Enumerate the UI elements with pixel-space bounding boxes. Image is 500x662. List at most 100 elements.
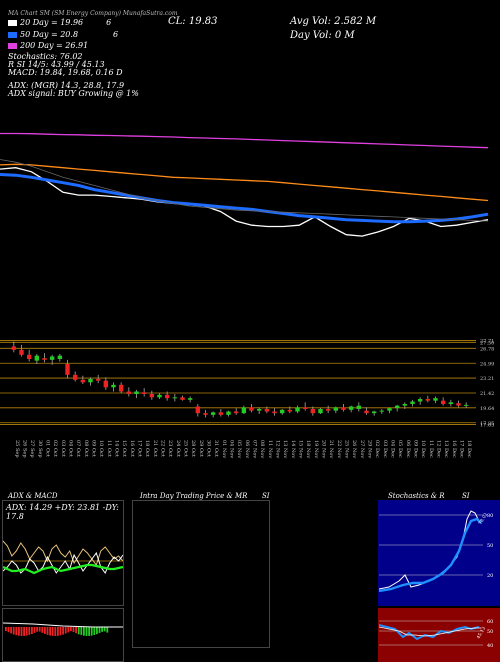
stoch-panel: 80 50 20 78.02 — [378, 500, 500, 606]
date-tick-label: 06 Dec — [405, 440, 411, 458]
stoch-level-label: 80 — [487, 513, 493, 519]
ma20-label: 20 Day = 19.96 — [20, 18, 84, 27]
price-level-label: 19.64 — [480, 406, 494, 412]
ma-extra-line — [0, 159, 489, 222]
date-tick-label: 17 Dec — [459, 440, 465, 458]
adx-main-line — [3, 563, 123, 575]
macd-histogram-bar — [62, 627, 64, 635]
date-tick-label: 22 Oct — [160, 440, 166, 457]
candle-body — [448, 402, 454, 404]
macd-histogram-bar — [49, 627, 51, 636]
adx-panel-values: ADX: 14.29 +DY: 23.81 -DY: 17.8 — [6, 503, 119, 521]
rsi-signal-line — [379, 626, 481, 637]
candle-body — [387, 408, 392, 411]
candle-body — [88, 379, 93, 383]
date-tick-label: 10 Oct — [98, 440, 104, 457]
date-tick-label: 09 Dec — [413, 440, 419, 458]
date-tick-label: 30 Oct — [206, 440, 212, 457]
candle-body — [218, 412, 224, 415]
macd-histogram-bar — [80, 627, 83, 636]
candle-body — [19, 349, 24, 355]
stoch-d-line — [379, 517, 482, 593]
candle-body — [118, 384, 124, 392]
macd-histogram-bar — [36, 627, 38, 632]
date-tick-label: 20 Nov — [321, 440, 327, 458]
date-tick-label: 05 Dec — [397, 440, 403, 458]
candle-body — [341, 407, 346, 410]
date-tick-label: 11 Nov — [267, 440, 273, 458]
candle-body — [49, 356, 55, 360]
date-tick-label: 17 Oct — [137, 440, 143, 457]
candle-body — [11, 346, 17, 350]
rsi-plot: 60 50 40 45.13 — [379, 619, 493, 649]
stochastics-value: Stochastics: 76.02 — [8, 52, 83, 61]
rsi-level-label: 50 — [487, 629, 493, 635]
date-tick-label: 13 Nov — [282, 440, 288, 458]
stoch-plot: 80 50 20 78.02 — [379, 510, 493, 593]
ma50-swatch — [8, 31, 17, 38]
ma200-swatch — [8, 42, 17, 49]
candle-body — [203, 413, 208, 415]
date-tick-label: 06 Nov — [244, 440, 250, 458]
adx-signal: ADX signal: BUY Growing @ 1% — [8, 89, 139, 98]
candle-body — [187, 398, 193, 400]
ma-series-line — [0, 163, 489, 202]
date-tick-label: 29 Nov — [367, 440, 373, 458]
candle-body — [57, 355, 63, 359]
candle-body — [141, 392, 147, 394]
date-tick-label: 23 Oct — [167, 440, 173, 457]
close-price: CL: 19.83 — [168, 16, 218, 27]
date-tick-label: 14 Nov — [290, 440, 296, 458]
macd-histogram-bar — [88, 627, 90, 636]
date-tick-label: 12 Nov — [275, 440, 281, 458]
macd-histogram-bar — [93, 627, 96, 635]
date-tick-label: 02 Oct — [52, 440, 58, 457]
candle-body — [456, 403, 461, 406]
macd-plot — [3, 622, 123, 636]
candle-body — [42, 358, 47, 360]
macd-histogram-bar — [12, 627, 15, 635]
candle-body — [210, 412, 216, 415]
macd-histogram-bar — [75, 627, 77, 634]
macd-histogram-bar — [38, 627, 41, 632]
adx-plot — [3, 540, 123, 575]
candle-body — [463, 404, 469, 406]
macd-histogram-bar — [46, 627, 49, 635]
intraday-panel — [132, 500, 270, 648]
date-tick-label: 15 Nov — [298, 440, 304, 458]
candle-body — [287, 409, 293, 412]
candle-body — [348, 406, 354, 410]
candle-body — [295, 407, 300, 412]
date-tick-label: 11 Oct — [106, 440, 112, 457]
macd-histogram-bar — [5, 627, 7, 631]
intra-panel-si: SI — [262, 492, 270, 500]
date-tick-label: 01 Nov — [221, 440, 227, 458]
date-tick-label: 18 Nov — [305, 440, 311, 458]
candle-body — [103, 380, 109, 388]
date-tick-label: 16 Dec — [451, 440, 457, 458]
candle-body — [233, 411, 239, 414]
date-tick-label: 07 Nov — [252, 440, 258, 458]
price-level-label: 17.85 — [480, 421, 494, 427]
date-tick-label: 22 Nov — [336, 440, 342, 458]
ma-chart — [0, 132, 489, 237]
candle-body — [241, 407, 247, 414]
legend-ma50: 50 Day = 20.8 6 — [8, 30, 118, 39]
macd-histogram-bar — [44, 627, 46, 634]
date-tick-label: 04 Oct — [68, 440, 74, 457]
macd-value: MACD: 19.84, 19.68, 0.16 D — [8, 68, 123, 77]
rsi-value: R SI 14/5: 43.99 / 45.13 — [8, 60, 105, 69]
candle-body — [256, 409, 262, 411]
adx-panel-title: ADX & MACD — [8, 492, 58, 500]
macd-histogram-bar — [106, 627, 109, 633]
candle-body — [180, 397, 185, 400]
candle-body — [249, 407, 254, 411]
day-volume: Day Vol: 0 M — [290, 30, 355, 41]
date-tick-label: 12 Dec — [436, 440, 442, 458]
price-level-label: 17.63 — [480, 423, 494, 429]
date-tick-label: 03 Oct — [60, 440, 66, 457]
date-tick-label: 18 Oct — [144, 440, 150, 457]
macd-histogram-bar — [31, 627, 33, 634]
adx-plus-line — [3, 540, 123, 567]
candle-body — [440, 400, 446, 404]
